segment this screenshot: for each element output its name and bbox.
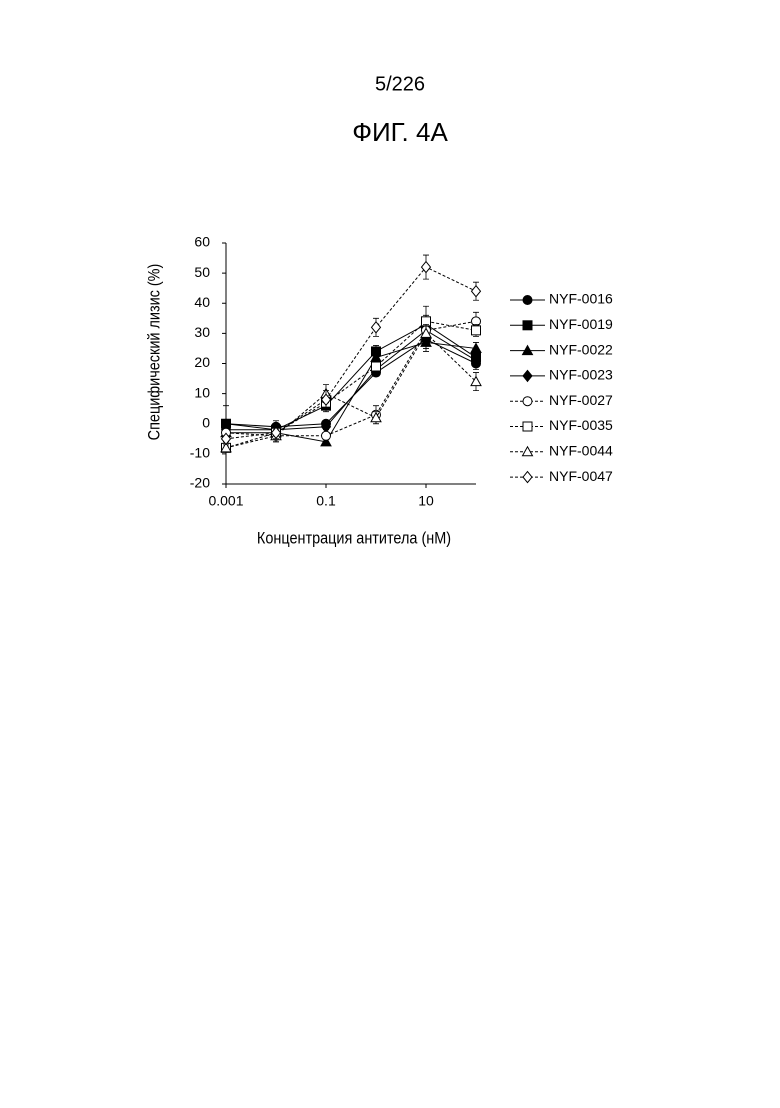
legend-marker <box>523 296 532 305</box>
series-line <box>226 342 476 441</box>
y-tick-label: -20 <box>190 475 210 491</box>
y-tick-label: 60 <box>194 234 210 250</box>
legend-label: NYF-0047 <box>549 468 613 484</box>
data-point <box>322 431 331 440</box>
series-line <box>226 267 476 439</box>
data-point <box>472 286 481 297</box>
x-tick-label: 0.001 <box>208 493 243 509</box>
legend-label: NYF-0023 <box>549 367 613 383</box>
legend-label: NYF-0019 <box>549 316 613 332</box>
legend-marker <box>523 397 532 406</box>
legend-label: NYF-0027 <box>549 392 613 408</box>
legend-label: NYF-0035 <box>549 417 613 433</box>
page: 5/226 ФИГ. 4А Концентрация антитела (нМ)… <box>0 0 780 1103</box>
y-tick-label: 50 <box>194 264 210 280</box>
y-tick-label: 20 <box>194 354 210 370</box>
data-point <box>471 377 481 386</box>
y-tick-label: 40 <box>194 294 210 310</box>
series-line <box>226 321 476 448</box>
x-axis-label: Концентрация антитела (нМ) <box>257 529 451 547</box>
data-point <box>472 326 481 335</box>
x-tick-label: 0.1 <box>316 493 336 509</box>
series-line <box>226 324 476 429</box>
x-tick-label: 10 <box>418 493 434 509</box>
y-tick-label: 30 <box>194 324 210 340</box>
page-number: 5/226 <box>375 73 425 95</box>
y-tick-label: 10 <box>194 384 210 400</box>
legend-label: NYF-0016 <box>549 291 613 307</box>
legend-marker <box>523 321 532 330</box>
series-line <box>226 333 476 447</box>
y-axis-label: Специфический лизис (%) <box>145 264 163 441</box>
y-tick-label: 0 <box>202 414 210 430</box>
data-point <box>372 322 381 333</box>
legend-marker <box>523 472 532 483</box>
legend-marker <box>523 422 532 431</box>
legend-label: NYF-0044 <box>549 443 613 459</box>
chart: 5/226 ФИГ. 4А Концентрация антитела (нМ)… <box>0 0 780 1103</box>
y-tick-label: -10 <box>190 445 210 461</box>
legend-marker <box>523 370 532 381</box>
data-point <box>372 362 381 371</box>
series-line <box>226 339 476 426</box>
legend-label: NYF-0022 <box>549 341 613 357</box>
chart-title: ФИГ. 4А <box>352 117 448 147</box>
